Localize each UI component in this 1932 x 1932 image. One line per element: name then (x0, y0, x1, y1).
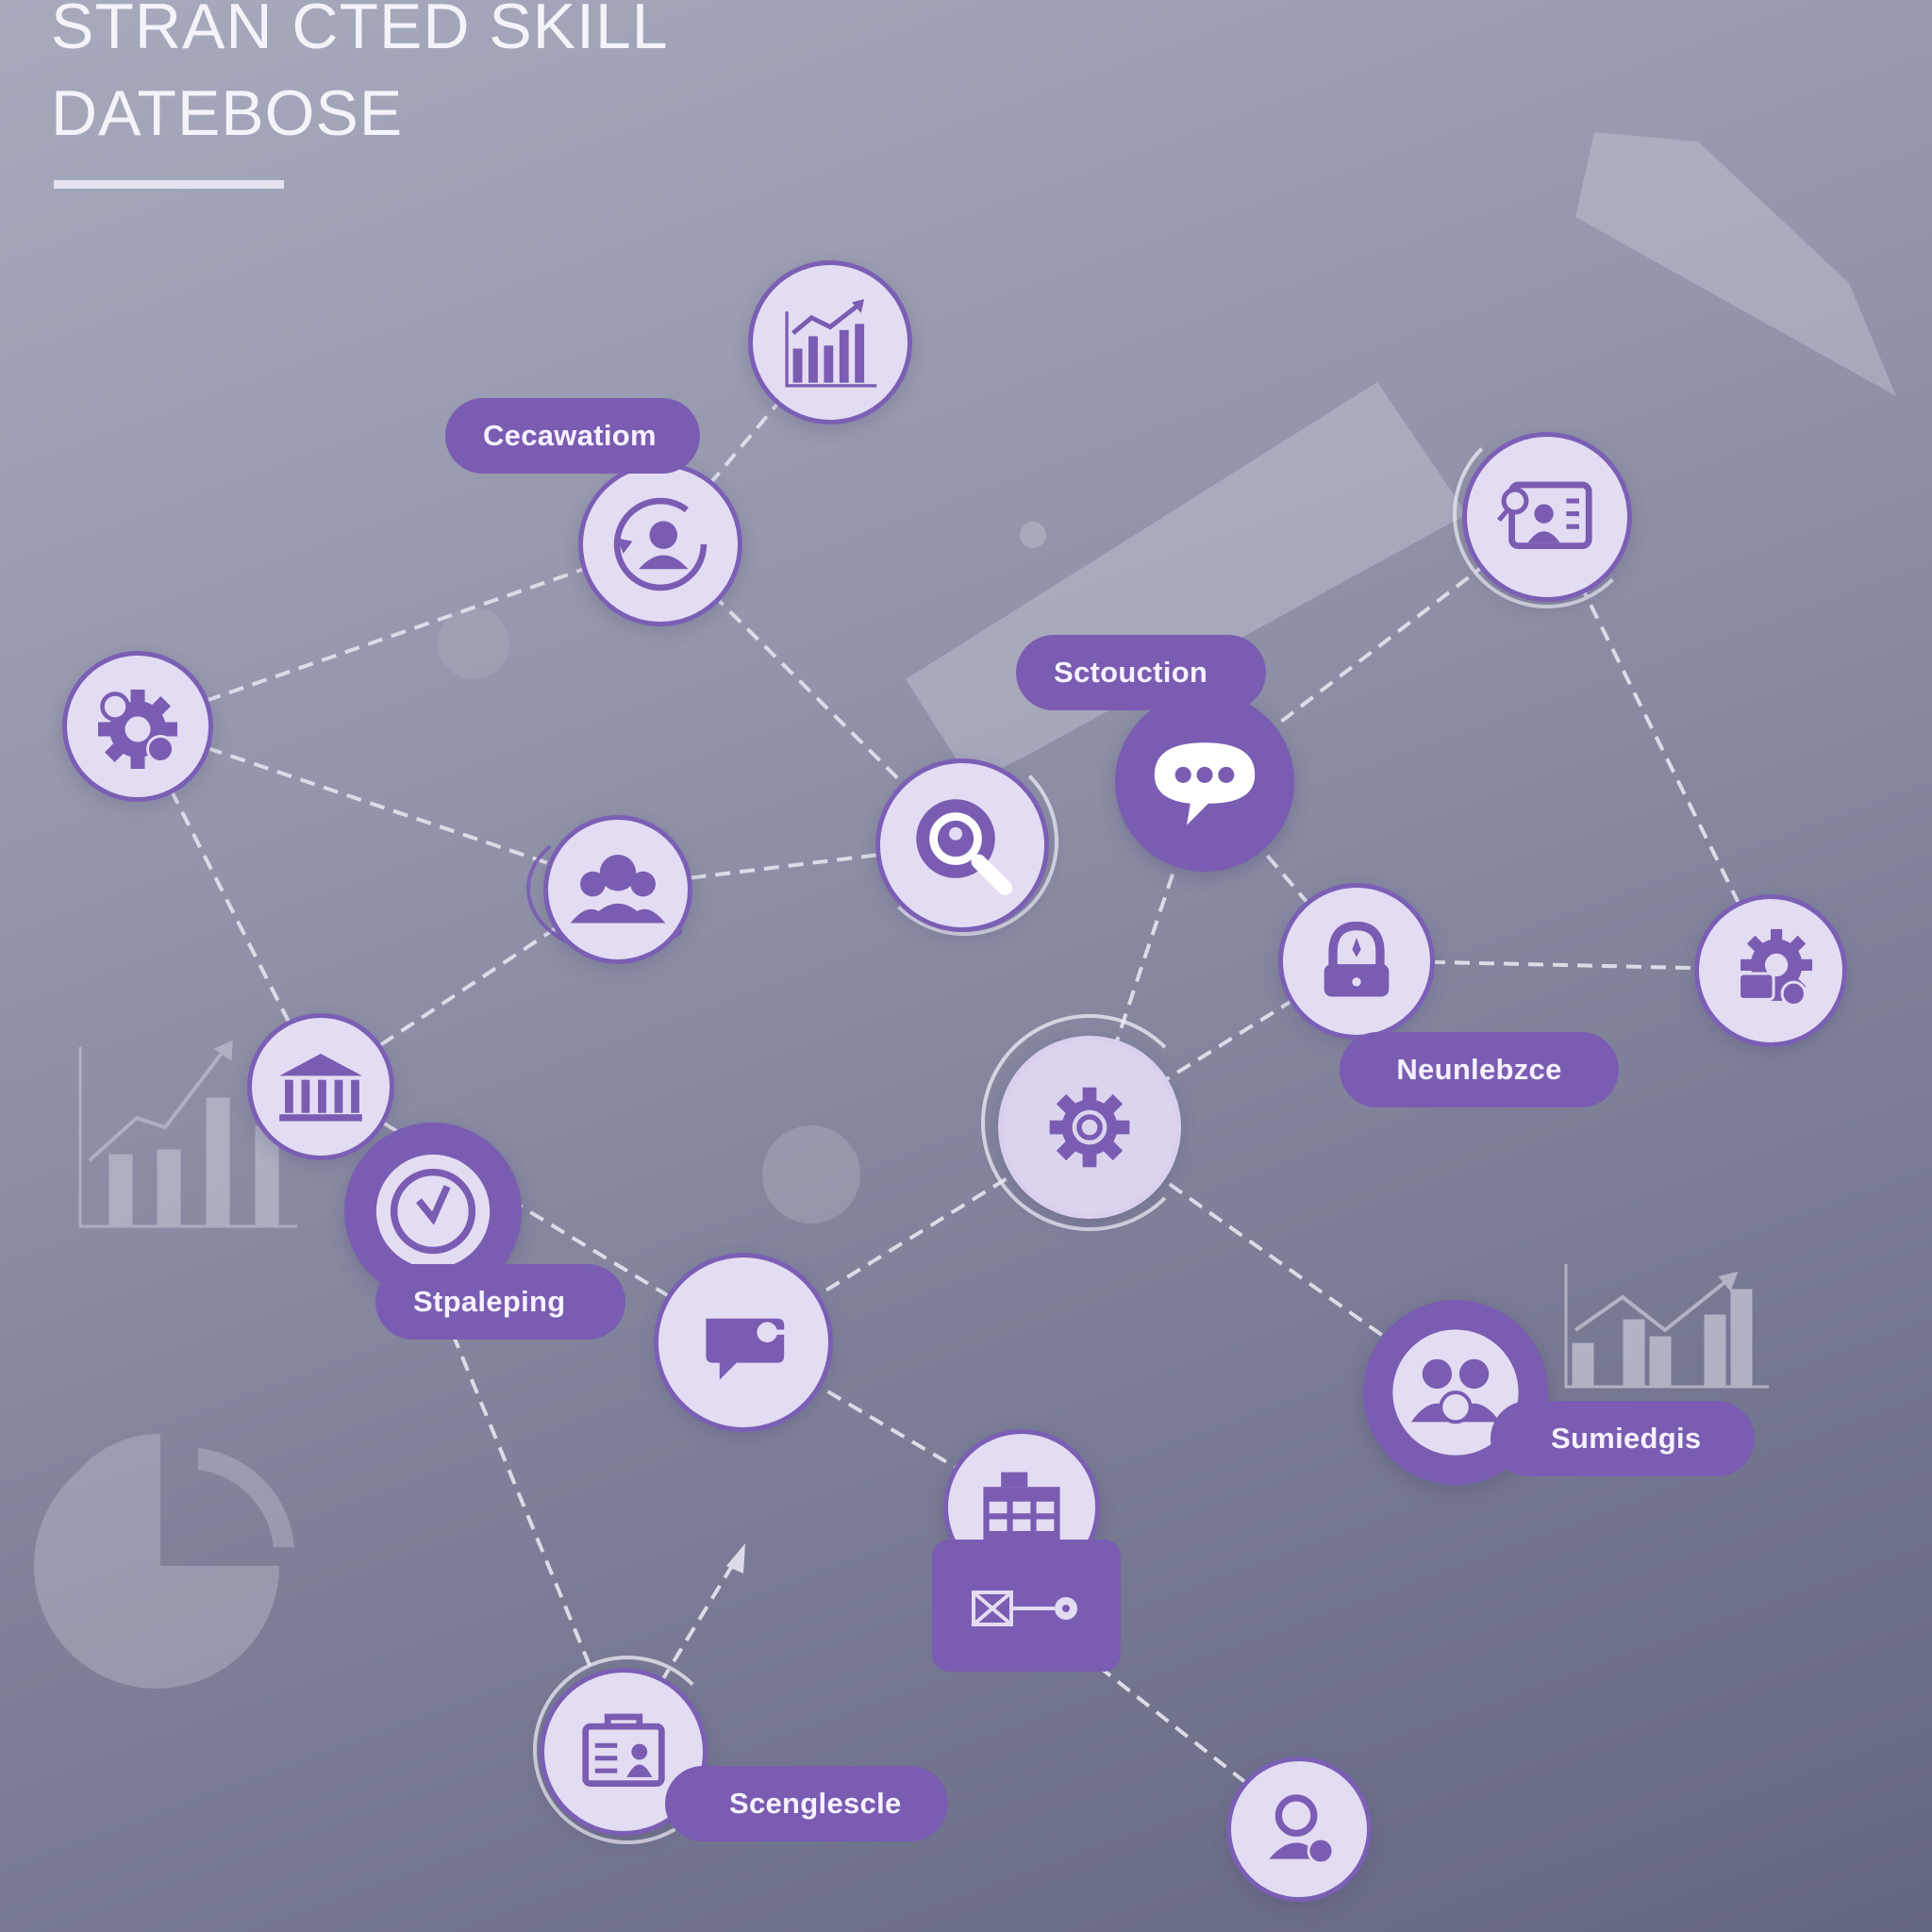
bank-icon (279, 1053, 362, 1122)
contact-card-node[interactable] (1462, 432, 1632, 602)
decor-circle (438, 608, 509, 679)
bar-chart-icon (785, 299, 877, 388)
settings-left-node[interactable] (62, 651, 213, 802)
clock-icon (375, 1154, 491, 1269)
gear-icon (98, 690, 177, 769)
chat-node[interactable] (1115, 692, 1294, 872)
contact-card-icon (1497, 481, 1592, 549)
message-node[interactable] (654, 1253, 833, 1432)
accent-ring (870, 747, 1058, 936)
user-refresh-icon (613, 497, 708, 591)
decor-circle (762, 1125, 860, 1224)
label-scenglescle: Scenglescle (665, 1766, 948, 1841)
search-user-icon (916, 799, 1013, 896)
calendar-grid-icon (983, 1472, 1060, 1541)
accent-ring (1453, 420, 1641, 608)
gear-lock-icon (1738, 928, 1813, 1007)
label-sctouction: Sctouction (1016, 635, 1266, 710)
accent-ring (533, 1656, 722, 1844)
gear-icon (1049, 1087, 1130, 1168)
user-icon (1269, 1794, 1335, 1865)
title-underline (54, 180, 284, 189)
label-neunlebzce: Neunlebzce (1340, 1032, 1619, 1108)
label-sumiedgis: Sumiedgis (1491, 1401, 1755, 1476)
decor-circle (1020, 522, 1046, 548)
background-pie-chart (34, 1433, 294, 1689)
profile-node[interactable] (578, 462, 742, 626)
briefcase-id-icon (582, 1713, 665, 1787)
person-node[interactable] (1226, 1757, 1372, 1902)
label-cecawatiom: Cecawatiom (445, 398, 700, 474)
message-icon (706, 1318, 791, 1380)
core-node[interactable] (998, 1036, 1181, 1219)
money-team-icon (1392, 1329, 1519, 1456)
chat-bubble-icon (1154, 742, 1256, 825)
team-node[interactable] (543, 815, 692, 964)
lock-icon (1324, 921, 1390, 997)
search-node[interactable] (875, 758, 1049, 932)
workflow-icon (972, 1591, 1077, 1626)
page-title: STRAN CTED SKILL DATEBOSE (51, 0, 669, 149)
institution-node[interactable] (247, 1013, 394, 1160)
workflow-node[interactable] (932, 1540, 1121, 1672)
arrow-head (726, 1543, 745, 1574)
background-bar-chart-right (1564, 1264, 1769, 1389)
background-bar-chart-left (78, 1040, 297, 1228)
team-icon (570, 855, 666, 924)
lock-node[interactable] (1278, 883, 1435, 1040)
label-stpaleping: Stpaleping (375, 1264, 625, 1340)
analytics-node[interactable] (748, 260, 912, 425)
settings-right-node[interactable] (1694, 894, 1847, 1047)
accent-ring (981, 1014, 1198, 1231)
